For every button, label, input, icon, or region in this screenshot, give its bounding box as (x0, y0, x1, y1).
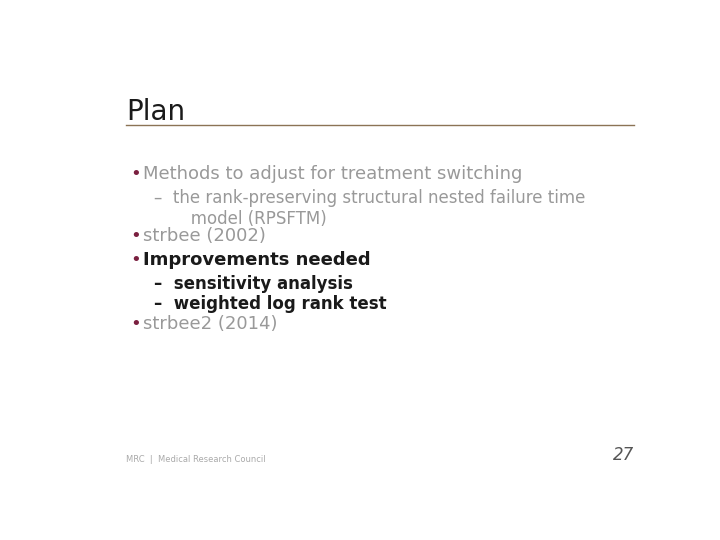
Text: •: • (130, 315, 141, 333)
Text: –  the rank-preserving structural nested failure time
       model (RPSFTM): – the rank-preserving structural nested … (154, 188, 585, 227)
Text: Plan: Plan (126, 98, 185, 126)
Text: strbee (2002): strbee (2002) (143, 227, 266, 245)
Text: Methods to adjust for treatment switching: Methods to adjust for treatment switchin… (143, 165, 523, 183)
Text: –  weighted log rank test: – weighted log rank test (154, 295, 387, 313)
Text: •: • (130, 251, 141, 269)
Text: –  sensitivity analysis: – sensitivity analysis (154, 275, 353, 293)
Text: •: • (130, 165, 141, 183)
Text: strbee2 (2014): strbee2 (2014) (143, 315, 277, 333)
Text: Improvements needed: Improvements needed (143, 251, 371, 269)
Text: MRC  |  Medical Research Council: MRC | Medical Research Council (126, 455, 266, 464)
Text: 27: 27 (613, 446, 634, 464)
Text: •: • (130, 227, 141, 245)
